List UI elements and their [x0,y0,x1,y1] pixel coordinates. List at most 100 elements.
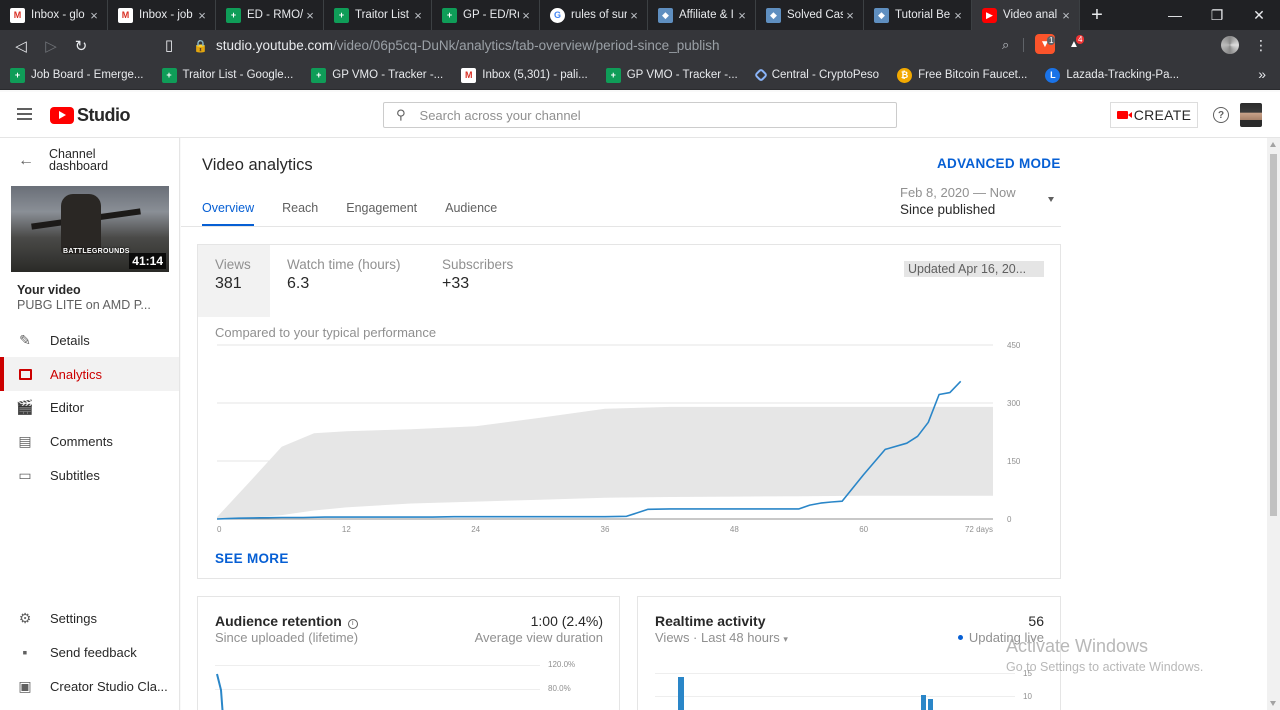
cube-icon: ◆ [766,7,781,23]
caret-down-icon: ▾ [783,634,788,644]
tab-title: rules of sur [571,9,627,21]
bookmark-icon[interactable]: ▯ [164,37,174,54]
minimize-icon[interactable]: — [1168,7,1182,23]
x-tick-label: 36 [601,525,610,534]
sidebar-item-analytics[interactable]: Analytics [0,357,179,391]
close-tab-icon[interactable]: × [954,7,962,23]
tab-reach[interactable]: Reach [282,201,319,215]
tab-title: Video anal [1003,9,1058,21]
close-tab-icon[interactable]: × [306,7,314,23]
close-tab-icon[interactable]: × [90,7,98,23]
menu-icon[interactable]: ⋮ [1254,37,1268,53]
typical-performance-band [217,406,993,519]
sidebar-item-send-feedback[interactable]: ▪ Send feedback [0,635,179,669]
overview-card: Views 381 Watch time (hours) 6.3 Subscri… [197,244,1061,579]
back-arrow-icon[interactable]: ◁ [15,37,27,55]
tab-engagement[interactable]: Engagement [346,201,418,215]
close-tab-icon[interactable]: × [1062,7,1070,23]
sidebar-item-comments[interactable]: ▤ Comments [0,424,179,458]
metric-label: Views [215,257,251,272]
page-scrollbar[interactable] [1267,138,1280,710]
channel-dashboard-link[interactable]: ← Channel dashboard [18,148,129,173]
metric-label: Watch time (hours) [287,257,401,272]
close-tab-icon[interactable]: × [846,7,854,23]
bookmark-item[interactable]: ₿ Free Bitcoin Faucet... [897,67,1027,83]
retention-value: 1:00 (2.4%) [530,613,603,629]
sidebar-item-subtitles[interactable]: ▭ Subtitles [0,458,179,492]
scroll-down-icon[interactable] [1270,701,1276,706]
bookmark-item[interactable]: Central - CryptoPeso [753,67,879,83]
bookmark-item[interactable]: L Lazada-Tracking-Pa... [1045,67,1179,83]
browser-tab[interactable]: ◆ Tutorial Be × [864,0,972,30]
browser-tab[interactable]: + GP - ED/Ru × [432,0,540,30]
clapper-icon: 🎬 [16,398,34,415]
close-tab-icon[interactable]: × [522,7,530,23]
metric-label: Subscribers [442,257,514,272]
metric-subscribers[interactable]: Subscribers +33 [425,245,565,317]
browser-tab[interactable]: M Inbox - job × [108,0,216,30]
video-title[interactable]: PUBG LITE on AMD P... [17,298,151,312]
tab-audience[interactable]: Audience [445,201,498,215]
browser-tab[interactable]: ◆ Solved Cas × [756,0,864,30]
zoom-icon[interactable]: ⌕ [1002,37,1010,52]
tab-overview[interactable]: Overview [202,201,255,226]
close-tab-icon[interactable]: × [738,7,746,23]
bookmark-item[interactable]: + Job Board - Emerge... [10,67,144,83]
realtime-gridline [655,696,1015,697]
x-tick-label: 48 [730,525,739,534]
gmail-icon: M [118,7,133,23]
advanced-mode-button[interactable]: ADVANCED MODE [937,156,1061,171]
browser-tab[interactable]: + Traitor List × [324,0,432,30]
gmail-icon: M [461,67,477,83]
bookmark-item[interactable]: + Traitor List - Google... [161,67,293,83]
sidebar-item-details[interactable]: ✎ Details [0,323,179,357]
address-bar[interactable]: 🔒 studio.youtube.com/video/06p5cq-DuNk/a… [193,34,1025,57]
realtime-subtitle[interactable]: Views · Last 48 hours ▾ [655,630,788,645]
metric-views[interactable]: Views 381 [198,245,270,317]
sidebar-item-creator-studio-cla[interactable]: ▣ Creator Studio Cla... [0,669,179,703]
video-thumbnail[interactable]: BATTLEGROUNDS 41:14 [11,186,169,272]
bookmark-item[interactable]: + GP VMO - Tracker -... [311,67,443,83]
maximize-icon[interactable]: ❐ [1210,6,1224,23]
bookmarks-overflow-icon[interactable]: » [1258,66,1266,82]
browser-tab-bar: M Inbox - glo × M Inbox - job × + ED - RMO/× + Tr… [0,0,1280,30]
see-more-button[interactable]: SEE MORE [215,551,289,566]
profile-icon[interactable] [1221,36,1239,54]
help-icon[interactable]: ? [1213,107,1229,123]
sidebar-item-label: Creator Studio Cla... [50,678,168,694]
close-window-icon[interactable]: ✕ [1253,6,1265,23]
your-video-label: Your video [17,283,81,297]
scrollbar-thumb[interactable] [1270,154,1277,516]
metric-watch-time[interactable]: Watch time (hours) 6.3 [270,245,425,317]
sidebar-item-editor[interactable]: 🎬 Editor [0,390,179,424]
url-host: studio.youtube.com [215,38,334,53]
search-input[interactable]: ⚲ Search across your channel [383,102,897,128]
retention-value-label: Average view duration [474,630,603,645]
back-arrow-icon: ← [18,152,34,169]
reload-icon[interactable]: ↻ [74,37,88,55]
bookmark-item[interactable]: M Inbox (5,301) - pali... [461,67,588,83]
browser-tab[interactable]: ▶ Video anal × [972,0,1080,30]
close-tab-icon[interactable]: × [198,7,206,23]
new-tab-icon[interactable]: + [1091,3,1103,26]
sidebar-item-settings[interactable]: ⚙ Settings [0,601,179,635]
browser-tab[interactable]: ◆ Affiliate & I × [648,0,756,30]
create-button[interactable]: CREATE [1110,102,1198,128]
info-icon[interactable]: i [347,619,358,629]
studio-logo[interactable]: Studio [50,105,131,126]
forward-arrow-icon[interactable]: ▷ [45,37,57,55]
close-tab-icon[interactable]: × [630,7,638,23]
close-tab-icon[interactable]: × [414,7,422,23]
browser-tab[interactable]: M Inbox - glo × [0,0,108,30]
period-selector[interactable]: Feb 8, 2020 — Now Since published [900,185,1060,217]
views-chart: 0 150 300 450 0 12 24 36 48 60 72 days [216,341,1021,534]
bookmark-item[interactable]: + GP VMO - Tracker -... [605,67,738,83]
sheets-icon: + [10,67,25,83]
scroll-up-icon[interactable] [1270,142,1276,147]
avatar[interactable] [1240,103,1262,127]
browser-tab[interactable]: + ED - RMO/× [216,0,324,30]
rewards-icon[interactable]: ▲ [1069,38,1079,50]
metric-value: 6.3 [287,275,310,292]
hamburger-menu-icon[interactable] [17,108,32,120]
